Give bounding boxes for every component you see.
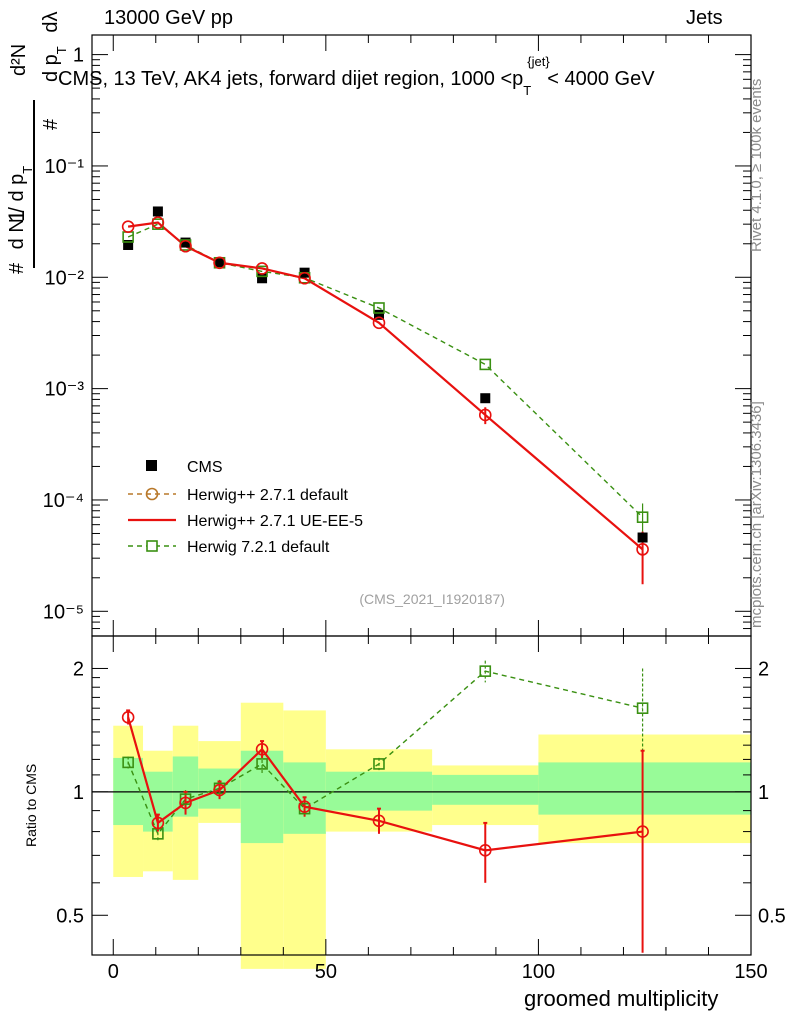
legend-cms-marker — [146, 460, 157, 471]
ratio-y-label: Ratio to CMS — [23, 763, 39, 847]
herwig7-point — [373, 302, 385, 314]
y-axis-label: # d N / d pT 1 # d²N d pT dλ — [0, 0, 70, 300]
herwigpp-point — [636, 543, 649, 556]
ylabel-one: 1 — [4, 209, 29, 222]
mcplots-label: mcplots.cern.ch [arXiv:1306.3436] — [748, 401, 765, 628]
ratio-band-inner — [325, 771, 433, 811]
y-tick-label: 1 — [73, 45, 84, 67]
cms-point — [257, 273, 268, 284]
cms-point — [152, 206, 163, 217]
chart-title-sub: T — [523, 83, 532, 98]
y-tick-label: 10⁻³ — [45, 379, 85, 401]
y-tick-label: 10⁻¹ — [45, 156, 85, 178]
cms-point — [214, 257, 225, 268]
ylabel-d2n: d²N — [8, 43, 30, 76]
ratio-herwigpp-point — [179, 796, 192, 810]
header-left: 13000 GeV pp — [104, 7, 233, 29]
ratio-band-inner — [432, 774, 539, 805]
cms-point — [637, 532, 648, 543]
y-tick-label: 10⁻⁴ — [43, 490, 84, 512]
cms-point — [373, 309, 384, 320]
ratio-herwig7-point — [256, 758, 268, 770]
ylabel-fraction-bar — [33, 100, 35, 268]
ratio-herwig7-point — [636, 702, 649, 714]
ratio-y-tick-label-right: 2 — [758, 658, 769, 680]
chart-title: CMS, 13 TeV, AK4 jets, forward dijet reg… — [58, 54, 655, 98]
cms-point — [180, 237, 191, 248]
ratio-herwigpp-point — [213, 783, 226, 797]
herwigpp-point — [121, 220, 135, 233]
ratio-y-tick-label-left: 1 — [73, 782, 84, 804]
ratio-y-tick-label-right: 1 — [758, 782, 769, 804]
x-axis-label: groomed multiplicity — [524, 986, 719, 1011]
ylabel-hash-2: # — [40, 118, 62, 130]
legend-entry: Herwig 7.2.1 default — [187, 539, 330, 556]
cms-point — [480, 393, 491, 404]
legend-entry: Herwig++ 2.7.1 default — [187, 487, 349, 504]
chart-title-main: CMS, 13 TeV, AK4 jets, forward dijet reg… — [58, 68, 524, 90]
series-herwigpp-ueee5-line — [127, 221, 644, 551]
watermark: (CMS_2021_I1920187) — [359, 591, 505, 607]
herwigpp-point — [298, 271, 311, 285]
legend-entry: Herwig++ 2.7.1 UE-EE-5 — [187, 513, 363, 530]
rivet-label: Rivet 4.1.0, ≥ 100k events — [748, 78, 765, 252]
ylabel-t2: T — [54, 46, 69, 55]
ratio-herwigpp-point — [255, 743, 269, 756]
ratio-band-inner — [538, 762, 751, 815]
cms-point — [123, 239, 134, 250]
ylabel-dl: dλ — [40, 11, 62, 33]
ratio-band-outer — [283, 710, 326, 969]
ylabel-dpt: d p — [40, 54, 62, 82]
herwigpp-point — [372, 316, 386, 330]
herwigpp-point — [179, 239, 192, 253]
ratio-herwigpp-point — [372, 814, 386, 828]
chart-title-tail: < 4000 GeV — [547, 68, 655, 90]
herwig7-point — [479, 358, 492, 371]
ratio-herwig7-point — [479, 665, 492, 677]
x-tick-label: 0 — [108, 961, 119, 983]
ratio-herwig7-point — [122, 756, 134, 769]
ratio-y-tick-label-left: 2 — [73, 658, 84, 680]
x-tick-label: 150 — [734, 961, 767, 983]
legend-herwigpp-default-marker — [145, 487, 159, 501]
series-herwig7-line — [127, 223, 644, 518]
ratio-herwigpp-point — [636, 825, 649, 838]
header-right: Jets — [686, 7, 723, 29]
legend-herwig7-marker — [146, 540, 158, 552]
ratio-herwig7-line — [127, 670, 643, 836]
ratio-herwigpp-point — [121, 711, 135, 724]
herwigpp-point — [213, 256, 226, 270]
y-tick-label: 10⁻⁵ — [43, 601, 84, 623]
ylabel-hash-1: # — [6, 262, 28, 274]
ratio-herwigpp-point — [151, 816, 165, 830]
x-tick-label: 50 — [315, 961, 337, 983]
x-tick-label: 100 — [522, 961, 555, 983]
herwigpp-point — [255, 262, 269, 275]
herwig7-point — [636, 511, 649, 524]
y-tick-label: 10⁻² — [45, 267, 85, 289]
chart-title-sup: {jet} — [527, 54, 550, 69]
legend-entry: CMS — [187, 459, 223, 476]
herwigpp-point — [478, 408, 492, 422]
ratio-herwigpp-point — [298, 800, 311, 814]
ratio-y-tick-label-left: 0.5 — [56, 905, 84, 927]
ratio-herwig7-point — [373, 758, 385, 770]
ratio-herwigpp-point — [478, 844, 492, 857]
herwigpp-point — [151, 216, 165, 229]
ratio-y-tick-label-right: 0.5 — [758, 905, 786, 927]
ratio-frame — [91, 635, 752, 956]
